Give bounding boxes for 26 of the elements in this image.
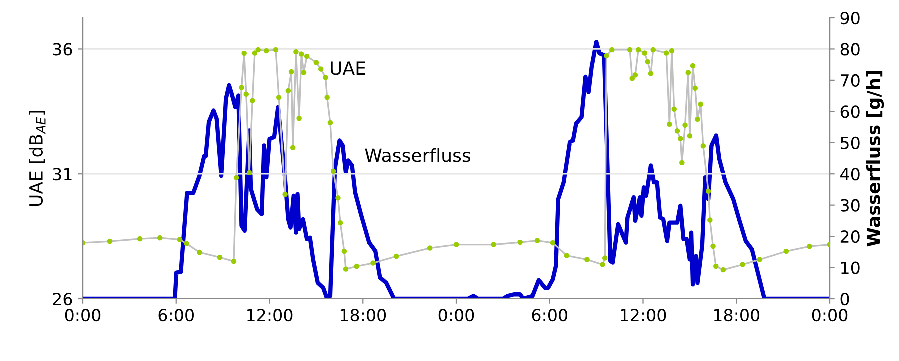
y2-tick-label: 50 [841, 136, 860, 150]
y2-tick-label: 90 [840, 12, 860, 25]
x-tick-label: 6:00 [158, 309, 194, 322]
x-tick-label: 18:00 [714, 309, 760, 322]
y2-tick-label: 70 [841, 74, 860, 88]
x-tick-label: 0:00 [812, 309, 848, 322]
x-tick-label: 0:00 [438, 309, 474, 322]
y2-tick-label: 40 [840, 168, 860, 181]
x-tick-label: 18:00 [340, 309, 386, 322]
x-tick-label: 12:00 [621, 309, 666, 322]
x-tick-label: 12:00 [248, 309, 293, 322]
series-label: Wasserfluss [365, 148, 470, 162]
x-tick-label: 6:00 [532, 309, 568, 322]
y2-tick-label: 30 [840, 199, 860, 212]
y2-tick-label: 0 [840, 292, 850, 306]
y-axis-title: UAE [dB$_{AE}$] [29, 111, 46, 206]
y2-axis-title: Wasserfluss [g/h] [866, 71, 884, 247]
y2-tick-label: 20 [840, 230, 860, 244]
series-label: UAE [331, 62, 366, 76]
y2-tick-label: 80 [840, 43, 860, 56]
x-tick-label: 0:00 [65, 309, 101, 322]
y-tick-label: 26 [53, 292, 72, 306]
y-tick-label: 36 [53, 43, 72, 56]
y-tick-label: 31 [53, 168, 72, 181]
y2-tick-label: 60 [840, 106, 860, 118]
y2-tick-label: 10 [842, 262, 860, 274]
